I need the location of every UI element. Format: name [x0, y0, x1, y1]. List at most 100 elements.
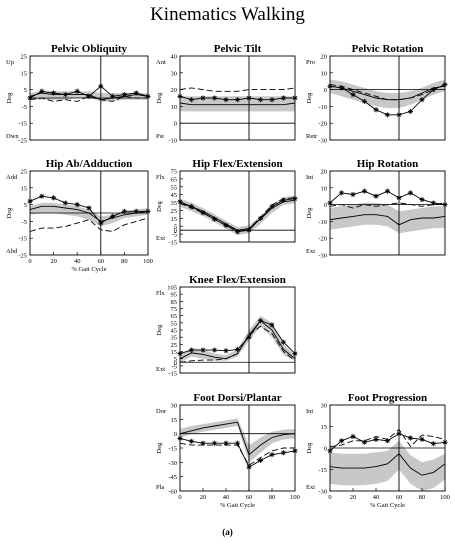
y-tick-label: -15 — [168, 446, 177, 453]
series-line-dashed — [329, 428, 446, 448]
data-point-marker — [110, 93, 116, 99]
data-point-marker — [407, 435, 414, 441]
y-tick-label: -10 — [318, 104, 327, 111]
x-tick-label: 40 — [373, 494, 380, 501]
y-tick-label: -25 — [18, 253, 27, 260]
y-tick-label: 35 — [171, 200, 178, 207]
y-tick-label: 25 — [171, 208, 178, 215]
y-tick-label: 0 — [324, 446, 327, 453]
data-point-marker — [200, 347, 206, 353]
data-point-marker — [121, 208, 127, 214]
x-axis-label: % Gait Cycle — [220, 502, 255, 509]
chart-hip-rotation: -30 -20 -10 0 10 20 Hip Rotation Int Ext Deg — [306, 158, 448, 260]
x-tick-label: 100 — [143, 258, 153, 265]
data-point-marker — [257, 215, 264, 221]
y-axis-label: Deg — [306, 207, 313, 219]
data-point-marker — [98, 83, 104, 89]
y-tick-label: 30 — [321, 403, 328, 410]
data-point-marker — [269, 452, 275, 458]
chart-hip-ab-adduction: -25 -15 -5 5 15 25 0 20 40 60 80 100 % Gait Cycle Hip… — [6, 158, 153, 273]
x-tick-label: 60 — [246, 494, 253, 501]
series-line-dashed — [29, 95, 148, 102]
data-point-marker — [350, 433, 356, 440]
data-point-marker — [350, 92, 356, 98]
data-point-marker — [373, 107, 379, 113]
y-tick-label: 0 — [174, 121, 177, 128]
y-tick-label: 20 — [321, 169, 328, 176]
series-line-solid — [179, 199, 296, 231]
data-point-marker — [396, 431, 402, 437]
normal-range-band — [330, 79, 445, 109]
y-tick-label: 0 — [174, 360, 177, 367]
series-line-star — [179, 198, 296, 233]
data-point-marker — [280, 197, 287, 203]
y-tick-label: -20 — [318, 236, 327, 243]
y-tick-label: 85 — [171, 299, 178, 306]
y-tick-label: 55 — [171, 184, 178, 191]
chart-foot-progression: -30 -15 0 15 30 0 20 40 60 80 100 % Gait Cycle Foot … — [306, 392, 450, 509]
y-tick-label: -5 — [172, 363, 177, 370]
direction-label-top: Dor — [156, 408, 167, 415]
x-tick-label: 0 — [28, 258, 31, 265]
data-point-marker — [51, 90, 57, 96]
data-point-marker — [39, 193, 45, 199]
data-point-marker — [338, 190, 345, 196]
x-tick-label: 20 — [200, 494, 207, 501]
y-tick-label: 0 — [174, 228, 177, 235]
data-point-marker — [211, 347, 218, 353]
y-tick-label: -5 — [22, 104, 27, 111]
y-tick-label: -15 — [18, 236, 27, 243]
normal-range-band — [180, 315, 295, 363]
y-tick-label: -5 — [22, 219, 27, 226]
normal-range-band — [30, 202, 148, 227]
series-line-dashed — [329, 202, 446, 209]
data-point-marker — [133, 208, 139, 214]
y-tick-label: -15 — [318, 467, 327, 474]
data-point-marker — [257, 97, 264, 103]
panel-title: Foot Progression — [348, 392, 427, 404]
direction-label-top: Int — [306, 408, 313, 415]
x-tick-label: 100 — [440, 494, 450, 501]
y-tick-label: 40 — [171, 54, 178, 61]
x-tick-label: 80 — [269, 494, 276, 501]
direction-label-top: Add — [6, 174, 18, 181]
series-line-solid — [29, 205, 149, 222]
data-point-marker — [51, 195, 57, 201]
panel-title: Hip Rotation — [357, 158, 418, 170]
data-point-marker — [200, 95, 206, 101]
x-tick-label: 80 — [121, 258, 128, 265]
data-point-marker — [223, 97, 229, 103]
data-point-marker — [200, 440, 206, 446]
data-point-marker — [280, 95, 287, 101]
direction-label-bottom: Dwn — [6, 133, 19, 140]
data-point-marker — [188, 438, 195, 444]
x-tick-label: 60 — [98, 258, 105, 265]
data-point-marker — [234, 97, 241, 103]
data-point-marker — [269, 203, 275, 210]
data-point-marker — [257, 457, 264, 464]
x-tick-label: 40 — [223, 494, 230, 501]
data-point-marker — [211, 95, 218, 101]
direction-label-top: Int — [306, 174, 313, 181]
data-point-marker — [373, 436, 379, 442]
y-tick-label: -30 — [318, 253, 327, 260]
data-point-marker — [234, 440, 241, 446]
data-point-marker — [121, 92, 127, 98]
data-point-marker — [373, 193, 379, 199]
data-point-marker — [74, 202, 80, 208]
data-point-marker — [384, 188, 391, 194]
y-axis-label: Deg — [156, 92, 163, 104]
y-axis-label: Deg — [156, 442, 163, 454]
data-point-marker — [280, 339, 287, 345]
y-tick-label: 5 — [174, 356, 177, 363]
y-axis-label: Deg — [306, 442, 313, 454]
series-line-dashed — [179, 442, 295, 466]
data-point-marker — [74, 88, 80, 94]
normal-range-band — [330, 202, 445, 234]
plot-frame — [329, 55, 446, 141]
normal-range-band — [180, 418, 295, 463]
data-point-marker — [407, 190, 414, 196]
direction-label-bottom: Pla — [156, 484, 164, 491]
data-point-marker — [269, 322, 275, 328]
